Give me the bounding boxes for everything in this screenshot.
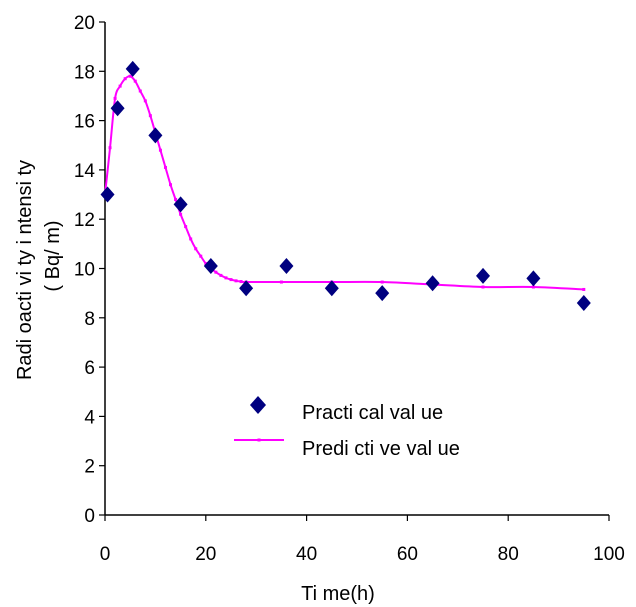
predictive-value-point xyxy=(189,237,193,241)
x-tick-label: 20 xyxy=(195,544,216,565)
series-line-group xyxy=(104,74,586,291)
predictive-value-point xyxy=(380,280,384,284)
legend-label-practical: Practi cal val ue xyxy=(302,402,443,424)
y-tick-label: 14 xyxy=(74,161,96,182)
predictive-value-point xyxy=(184,225,188,229)
predictive-value-point xyxy=(224,276,228,280)
x-tick-label: 60 xyxy=(397,544,418,565)
y-axis-unit: ( Bq/ m) xyxy=(42,220,64,291)
predictive-value-point xyxy=(143,99,147,103)
practical-value-point xyxy=(148,127,163,144)
predictive-value-point xyxy=(531,285,535,289)
y-tick-label: 10 xyxy=(74,260,95,281)
practical-value-point xyxy=(576,295,591,312)
practical-value-point xyxy=(203,258,218,275)
predictive-value-point xyxy=(279,280,283,284)
practical-value-point xyxy=(125,60,140,77)
predictive-value-point xyxy=(128,74,132,78)
predictive-value-point xyxy=(199,254,203,258)
predictive-value-point xyxy=(158,148,162,152)
predictive-value-point xyxy=(163,165,167,169)
predictive-value-point xyxy=(179,212,183,216)
y-tick-label: 0 xyxy=(84,506,95,527)
legend-label-predictive: Predi cti ve val ue xyxy=(302,438,460,460)
predictive-value-point xyxy=(204,262,208,266)
x-tick-label: 100 xyxy=(593,544,625,565)
practical-value-point xyxy=(239,280,254,297)
practical-value-point xyxy=(279,258,294,275)
practical-value-point xyxy=(375,285,390,302)
x-tick-label: 80 xyxy=(498,544,519,565)
predictive-value-point xyxy=(481,285,485,289)
y-ticks: 0 2 4 6 8 10 12 14 16 18 20 xyxy=(74,13,105,527)
series-points-group xyxy=(100,60,591,312)
predictive-value-point xyxy=(582,287,586,291)
legend-line-marker-predictive xyxy=(257,438,261,442)
y-tick-label: 18 xyxy=(74,62,95,83)
practical-value-point xyxy=(425,275,440,292)
predictive-value-line xyxy=(104,75,584,291)
predictive-value-point xyxy=(214,270,218,274)
predictive-value-point xyxy=(219,273,223,277)
legend: Practi cal val ue Predi cti ve val ue xyxy=(234,396,460,460)
predictive-value-point xyxy=(148,114,152,118)
practical-value-point xyxy=(100,186,115,203)
predictive-value-point xyxy=(108,146,112,150)
predictive-value-point xyxy=(113,96,117,100)
legend-marker-practical xyxy=(250,396,266,414)
predictive-value-point xyxy=(229,278,233,282)
predictive-value-point xyxy=(174,197,178,201)
predictive-value-point xyxy=(234,279,238,283)
y-tick-label: 4 xyxy=(84,407,95,428)
y-tick-label: 20 xyxy=(74,13,95,34)
predictive-value-point xyxy=(239,280,243,284)
x-tick-label: 40 xyxy=(296,544,317,565)
x-ticks: 0 20 40 60 80 100 xyxy=(100,515,625,565)
predictive-value-point xyxy=(133,79,137,83)
x-axis-title: Ti me(h) xyxy=(301,583,375,605)
y-tick-label: 16 xyxy=(74,112,95,133)
predictive-value-point xyxy=(118,84,122,88)
y-tick-label: 8 xyxy=(84,309,95,330)
practical-value-point xyxy=(476,267,490,284)
predictive-value-point xyxy=(169,183,173,187)
predictive-value-point xyxy=(138,89,142,93)
y-tick-label: 12 xyxy=(74,210,95,231)
practical-value-point xyxy=(526,270,541,287)
y-axis-title: Radi oacti vi ty i ntensi ty xyxy=(14,160,36,380)
practical-value-point xyxy=(110,100,125,117)
predictive-value-point xyxy=(123,77,127,81)
y-tick-label: 6 xyxy=(84,358,95,379)
practical-value-point xyxy=(173,196,188,213)
predictive-value-point xyxy=(194,247,198,251)
x-tick-label: 0 xyxy=(100,544,111,565)
practical-value-point xyxy=(324,280,339,297)
y-tick-label: 2 xyxy=(84,457,95,478)
